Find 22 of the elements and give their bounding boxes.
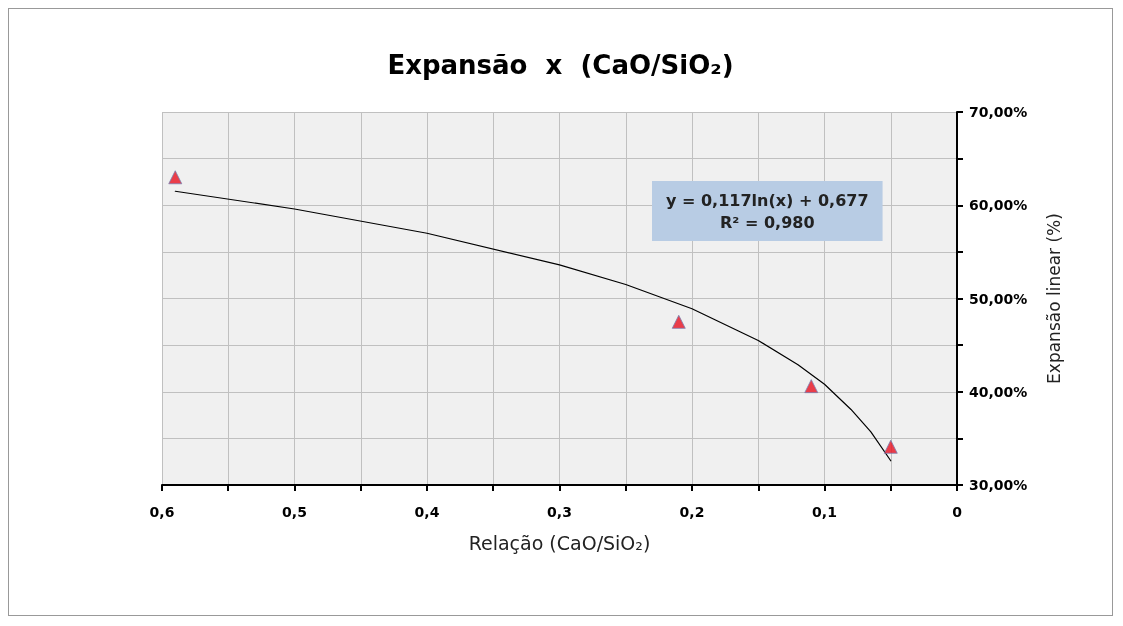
point — [883, 439, 898, 454]
annotation: R² = 0,980 — [720, 212, 815, 232]
y-tick-label: 40,00% — [969, 383, 1028, 400]
x-tick-label: 0 — [952, 504, 963, 520]
point — [671, 314, 686, 329]
x-tick-label: 0,3 — [547, 504, 572, 520]
y-tick-label: 30,00% — [969, 477, 1028, 493]
y-tick-label: 70,00% — [969, 104, 1028, 120]
x-tick-label: 0,5 — [282, 504, 307, 520]
x-axis-title: Relação (CaO/SiO₂) — [468, 531, 651, 554]
y-axis-title: Expansão linear (%) — [1043, 213, 1064, 384]
point — [804, 379, 819, 394]
x-tick-label: 0,6 — [149, 504, 175, 520]
annotation: y = 0,117ln(x) + 0,677 — [666, 190, 869, 210]
chart-title: Expansão x (CaO/SiO₂) — [387, 50, 734, 80]
y-tick-label: 50,00% — [969, 290, 1028, 307]
x-tick-label: 0,4 — [414, 504, 440, 520]
point — [168, 170, 183, 185]
y-tick-label: 60,00% — [969, 197, 1028, 214]
x-tick-label: 0,1 — [812, 504, 837, 520]
line-series — [174, 190, 892, 462]
x-tick-label: 0,2 — [679, 504, 705, 520]
